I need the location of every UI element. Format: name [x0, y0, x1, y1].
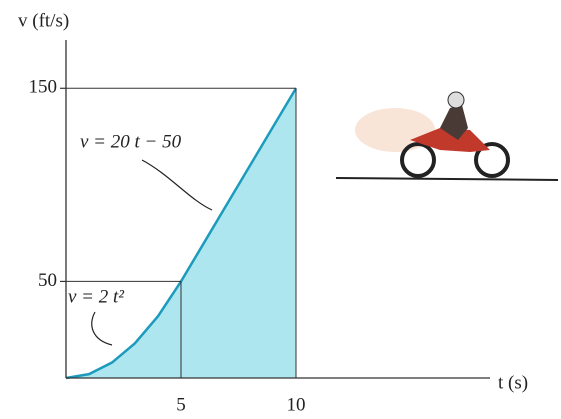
ground-line [336, 178, 558, 180]
y-axis-label: v (ft/s) [18, 10, 69, 31]
y-tick-label: 150 [29, 77, 58, 98]
leader-line [142, 160, 212, 210]
annotation: v = 2 t² [68, 286, 124, 307]
x-tick-label: 5 [176, 394, 186, 415]
page: {"chart_data": {"type": "line", "y_label… [0, 0, 561, 419]
motorcycle-illustration [336, 92, 558, 180]
x-tick-label: 10 [287, 394, 306, 415]
helmet [448, 92, 464, 108]
wheel [402, 144, 434, 176]
y-tick-label: 50 [38, 270, 57, 291]
leader-line [92, 312, 112, 345]
annotation: v = 20 t − 50 [80, 131, 182, 152]
chart: v (ft/s) t (s) v = 20 t − 50 v = 2 t² 50… [0, 0, 561, 419]
x-axis-label: t (s) [498, 372, 528, 393]
